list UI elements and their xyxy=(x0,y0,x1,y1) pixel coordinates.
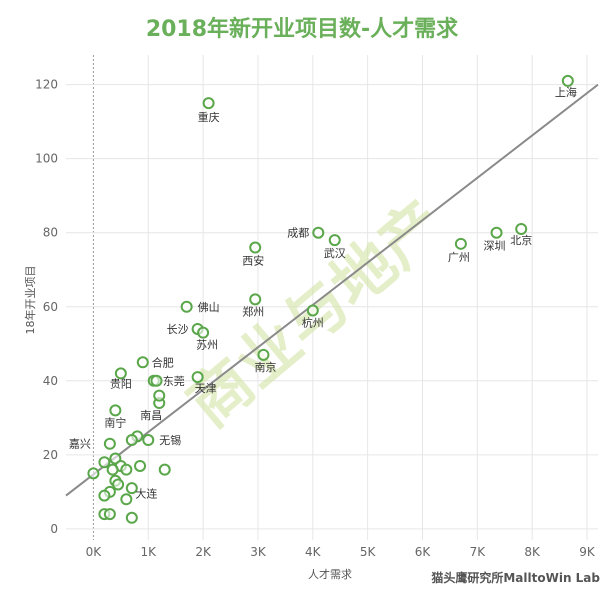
point-label: 天津 xyxy=(195,382,217,395)
data-point xyxy=(515,223,528,236)
data-point xyxy=(150,374,163,387)
data-point xyxy=(153,389,166,402)
point-label: 东莞 xyxy=(163,375,185,388)
point-label: 武汉 xyxy=(324,247,346,260)
point-label: 重庆 xyxy=(198,110,220,124)
point-label: 合肥 xyxy=(152,355,174,369)
x-axis-ticks: 0K 1K 2K 3K 4K 5K 6K 7K 8K 9K xyxy=(86,545,596,559)
data-point xyxy=(120,493,133,506)
data-point xyxy=(490,226,503,239)
point-label: 广州 xyxy=(448,251,470,264)
point-label: 南京 xyxy=(254,360,276,374)
data-point xyxy=(249,293,262,306)
data-point xyxy=(180,300,193,313)
data-point xyxy=(158,463,171,476)
point-label: 贵阳 xyxy=(110,377,132,390)
point-label: 北京 xyxy=(510,233,532,247)
data-point xyxy=(191,371,204,384)
data-point xyxy=(109,404,122,417)
point-label: 郑州 xyxy=(242,304,264,318)
data-point xyxy=(257,348,270,361)
data-point xyxy=(106,463,119,476)
point-label: 南宁 xyxy=(104,415,126,429)
x-tick-label: 5K xyxy=(360,545,377,559)
data-point xyxy=(142,434,155,447)
y-axis-label: 18年开业项目 xyxy=(23,266,37,335)
x-tick-label: 2K xyxy=(195,545,212,559)
grid xyxy=(66,55,598,540)
data-point xyxy=(114,367,127,380)
point-label: 上海 xyxy=(555,85,577,99)
y-tick-label: 120 xyxy=(35,78,58,92)
data-point xyxy=(454,237,467,250)
data-point xyxy=(112,478,125,491)
x-tick-label: 0K xyxy=(86,545,103,559)
x-tick-label: 3K xyxy=(250,545,267,559)
source-credit: 猫头鹰研究所MalltoWin Lab xyxy=(431,570,600,585)
data-point xyxy=(125,511,138,524)
y-tick-label: 60 xyxy=(43,300,58,314)
data-point xyxy=(202,97,215,110)
y-tick-label: 20 xyxy=(43,448,58,462)
data-point xyxy=(125,434,138,447)
data-point xyxy=(197,326,210,339)
y-tick-label: 0 xyxy=(50,522,58,536)
point-label: 深圳 xyxy=(484,240,506,253)
point-label: 佛山 xyxy=(198,301,220,314)
data-point xyxy=(249,241,262,254)
y-tick-label: 100 xyxy=(35,152,58,166)
point-label: 杭州 xyxy=(302,315,324,329)
trend-line xyxy=(65,83,599,497)
x-tick-label: 7K xyxy=(470,545,487,559)
point-label: 大连 xyxy=(135,486,157,500)
point-label: 成都 xyxy=(287,227,309,240)
x-axis-label: 人才需求 xyxy=(308,567,352,581)
data-point xyxy=(103,508,116,521)
y-tick-label: 40 xyxy=(43,374,58,388)
y-tick-label: 80 xyxy=(43,226,58,240)
data-point xyxy=(103,437,116,450)
point-label: 苏州 xyxy=(196,339,218,352)
x-tick-label: 4K xyxy=(305,545,322,559)
point-label: 无锡 xyxy=(159,433,181,447)
x-tick-label: 1K xyxy=(141,545,158,559)
data-point xyxy=(120,463,133,476)
point-label: 南昌 xyxy=(140,409,162,422)
data-points xyxy=(87,74,574,524)
data-point xyxy=(561,74,574,87)
data-point xyxy=(125,482,138,495)
point-label: 嘉兴 xyxy=(69,437,91,451)
chart-title: 2018年新开业项目数-人才需求 xyxy=(146,16,458,42)
data-point xyxy=(306,304,319,317)
x-tick-label: 6K xyxy=(415,545,432,559)
y-axis-ticks: 0 20 40 60 80 100 120 xyxy=(35,78,58,536)
data-point xyxy=(134,459,147,472)
x-tick-label: 8K xyxy=(524,545,541,559)
x-tick-label: 9K xyxy=(579,545,596,559)
data-point xyxy=(312,226,325,239)
point-label: 长沙 xyxy=(167,323,189,336)
data-point xyxy=(87,467,100,480)
point-label: 西安 xyxy=(242,254,264,268)
data-point xyxy=(98,489,111,502)
data-point xyxy=(98,456,111,469)
data-point xyxy=(136,356,149,369)
data-point xyxy=(328,234,341,247)
